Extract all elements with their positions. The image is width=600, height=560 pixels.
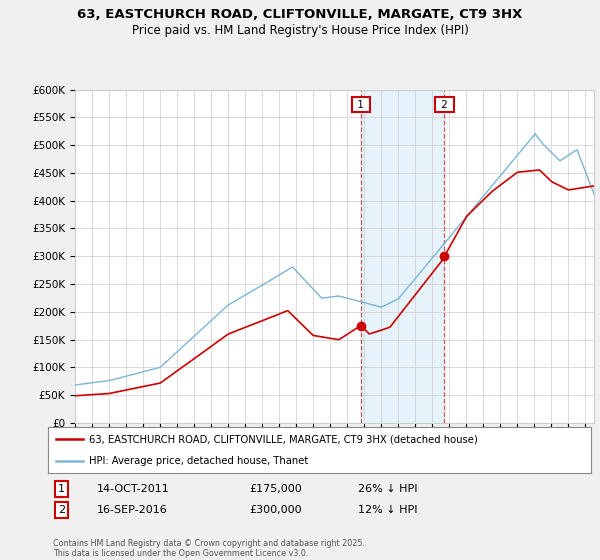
Text: 16-SEP-2016: 16-SEP-2016 [97,505,167,515]
Text: 1: 1 [58,484,65,494]
Text: 12% ↓ HPI: 12% ↓ HPI [358,505,417,515]
Text: £175,000: £175,000 [249,484,302,494]
Text: 2: 2 [58,505,65,515]
Text: 2: 2 [438,100,451,110]
Text: 26% ↓ HPI: 26% ↓ HPI [358,484,417,494]
Text: Contains HM Land Registry data © Crown copyright and database right 2025.
This d: Contains HM Land Registry data © Crown c… [53,539,365,558]
Text: 14-OCT-2011: 14-OCT-2011 [97,484,170,494]
Text: 63, EASTCHURCH ROAD, CLIFTONVILLE, MARGATE, CT9 3HX (detached house): 63, EASTCHURCH ROAD, CLIFTONVILLE, MARGA… [89,434,478,444]
Text: Price paid vs. HM Land Registry's House Price Index (HPI): Price paid vs. HM Land Registry's House … [131,24,469,36]
Text: 1: 1 [354,100,367,110]
Text: 63, EASTCHURCH ROAD, CLIFTONVILLE, MARGATE, CT9 3HX: 63, EASTCHURCH ROAD, CLIFTONVILLE, MARGA… [77,8,523,21]
Text: £300,000: £300,000 [249,505,302,515]
Text: HPI: Average price, detached house, Thanet: HPI: Average price, detached house, Than… [89,456,308,466]
Bar [361,90,445,423]
